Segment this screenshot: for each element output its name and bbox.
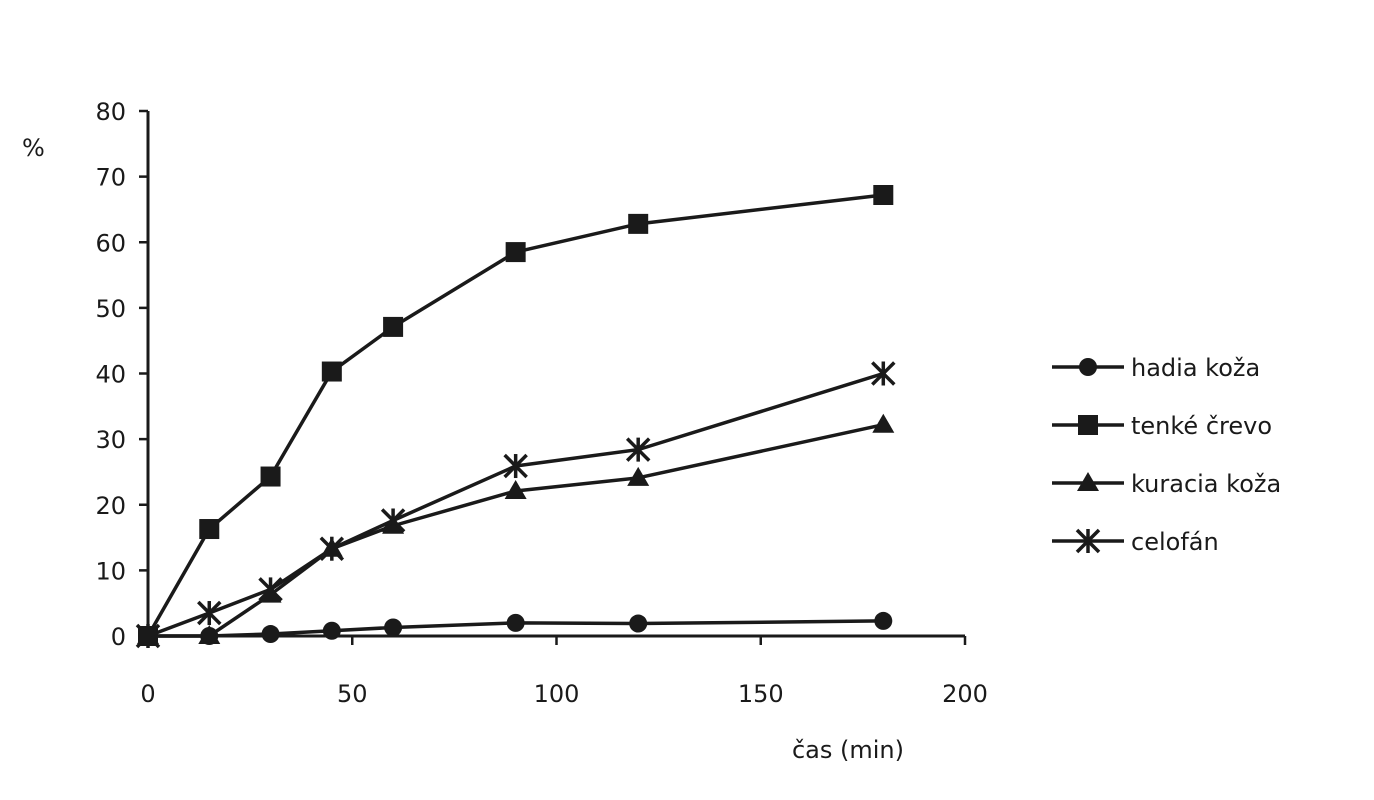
y-tick-label: 80: [95, 98, 126, 126]
data-point-star: [135, 623, 161, 649]
legend-label: hadia koža: [1131, 354, 1260, 382]
legend-item: tenké črevo: [1052, 412, 1272, 440]
data-point-star: [197, 600, 222, 626]
series-group: [135, 185, 896, 649]
legend: hadia koža tenké črevo kuracia koža celofán: [1052, 354, 1281, 556]
axes: 0 10 20 30 40 50 60 70 80 0 50 100 150 200: [95, 98, 987, 708]
legend-label: celofán: [1131, 528, 1219, 556]
series-circle: [139, 611, 893, 645]
x-tick-label: 0: [140, 680, 155, 708]
legend-marker-star: [1075, 528, 1101, 554]
data-point-star: [625, 437, 651, 462]
series-line: [148, 422, 884, 638]
x-tick-label: 50: [337, 680, 368, 708]
legend-marker-circle: [1079, 358, 1097, 376]
data-point-triangle: [504, 479, 527, 499]
series-line: [146, 193, 884, 637]
data-point-star: [319, 536, 345, 561]
y-tick-label: 20: [95, 492, 126, 520]
legend-item: celofán: [1052, 528, 1219, 556]
legend-item: kuracia koža: [1052, 470, 1281, 498]
data-point-square: [505, 242, 526, 263]
data-point-triangle: [198, 625, 221, 644]
data-point-square: [383, 316, 404, 337]
data-point-circle: [874, 611, 893, 630]
data-point-circle: [322, 621, 341, 640]
data-point-triangle: [627, 466, 650, 486]
data-point-circle: [629, 614, 648, 633]
legend-marker-triangle: [1077, 472, 1099, 491]
legend-label: kuracia koža: [1131, 470, 1281, 498]
data-point-square: [199, 519, 220, 540]
y-tick-label: 60: [95, 229, 126, 257]
data-point-star: [258, 577, 283, 602]
data-point-circle: [384, 618, 403, 637]
y-tick-label: 40: [95, 361, 126, 389]
data-point-square: [628, 213, 649, 234]
legend-item: hadia koža: [1052, 354, 1260, 382]
y-tick-label: 10: [95, 557, 126, 585]
series-triangle: [137, 413, 895, 644]
data-point-square: [321, 361, 342, 382]
data-point-square: [260, 466, 281, 487]
legend-label: tenké črevo: [1131, 412, 1272, 440]
series-line: [147, 371, 884, 638]
series-line: [148, 619, 884, 638]
data-point-circle: [506, 613, 525, 632]
data-point-triangle: [872, 413, 895, 433]
y-tick-label: 70: [95, 164, 126, 192]
data-point-star: [380, 508, 406, 533]
series-star: [135, 361, 896, 649]
data-point-circle: [261, 625, 280, 644]
data-point-star: [871, 361, 896, 386]
y-tick-label: 50: [95, 295, 126, 323]
x-tick-label: 150: [738, 680, 784, 708]
legend-marker-square: [1078, 415, 1098, 435]
y-axis-title: %: [22, 134, 45, 162]
y-tick-label: 0: [111, 623, 126, 651]
y-tick-label: 30: [95, 426, 126, 454]
x-tick-label: 200: [942, 680, 988, 708]
data-point-star: [503, 453, 528, 479]
data-point-square: [873, 185, 894, 205]
series-square: [138, 185, 894, 646]
x-tick-label: 100: [534, 680, 580, 708]
x-axis-title: čas (min): [792, 736, 904, 764]
